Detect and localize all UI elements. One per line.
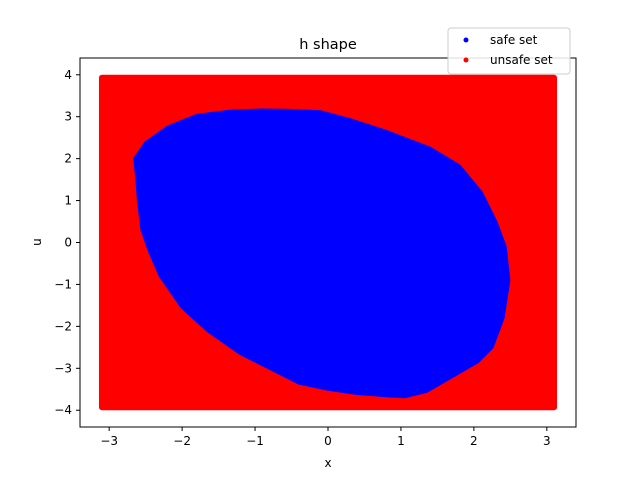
x-tick-label: 3 (543, 434, 551, 448)
axes: −3 −2 −1 0 1 2 3 −4 −3 −2 −1 0 1 2 3 4 (54, 57, 577, 448)
legend-marker (463, 57, 469, 63)
y-tick-label: −4 (54, 403, 72, 417)
y-tick-label: 3 (64, 110, 72, 124)
x-tick-label: 1 (397, 434, 405, 448)
y-tick-label: −3 (54, 361, 72, 375)
x-tick-label: −2 (173, 434, 191, 448)
x-tick-label: −3 (100, 434, 118, 448)
x-tick-label: −1 (246, 434, 264, 448)
y-tick-label: 0 (64, 236, 72, 250)
y-tick-label: 1 (64, 194, 72, 208)
chart-title: h shape (299, 37, 357, 53)
x-tick-label: 2 (470, 434, 478, 448)
y-tick-label: −2 (54, 319, 72, 333)
x-tick-label: 0 (324, 434, 332, 448)
safe-set-region (133, 108, 511, 399)
y-axis-label: u (30, 238, 44, 246)
x-axis-label: x (324, 456, 331, 470)
y-tick-label: 4 (64, 68, 72, 82)
legend-marker (463, 37, 469, 43)
y-tick-label: −1 (54, 277, 72, 291)
y-tick-label: 2 (64, 152, 72, 166)
plot-area (98, 74, 558, 411)
legend: safe set unsafe set (447, 27, 571, 75)
legend-label: unsafe set (490, 53, 553, 67)
legend-label: safe set (490, 33, 538, 47)
legend-box (447, 27, 571, 75)
